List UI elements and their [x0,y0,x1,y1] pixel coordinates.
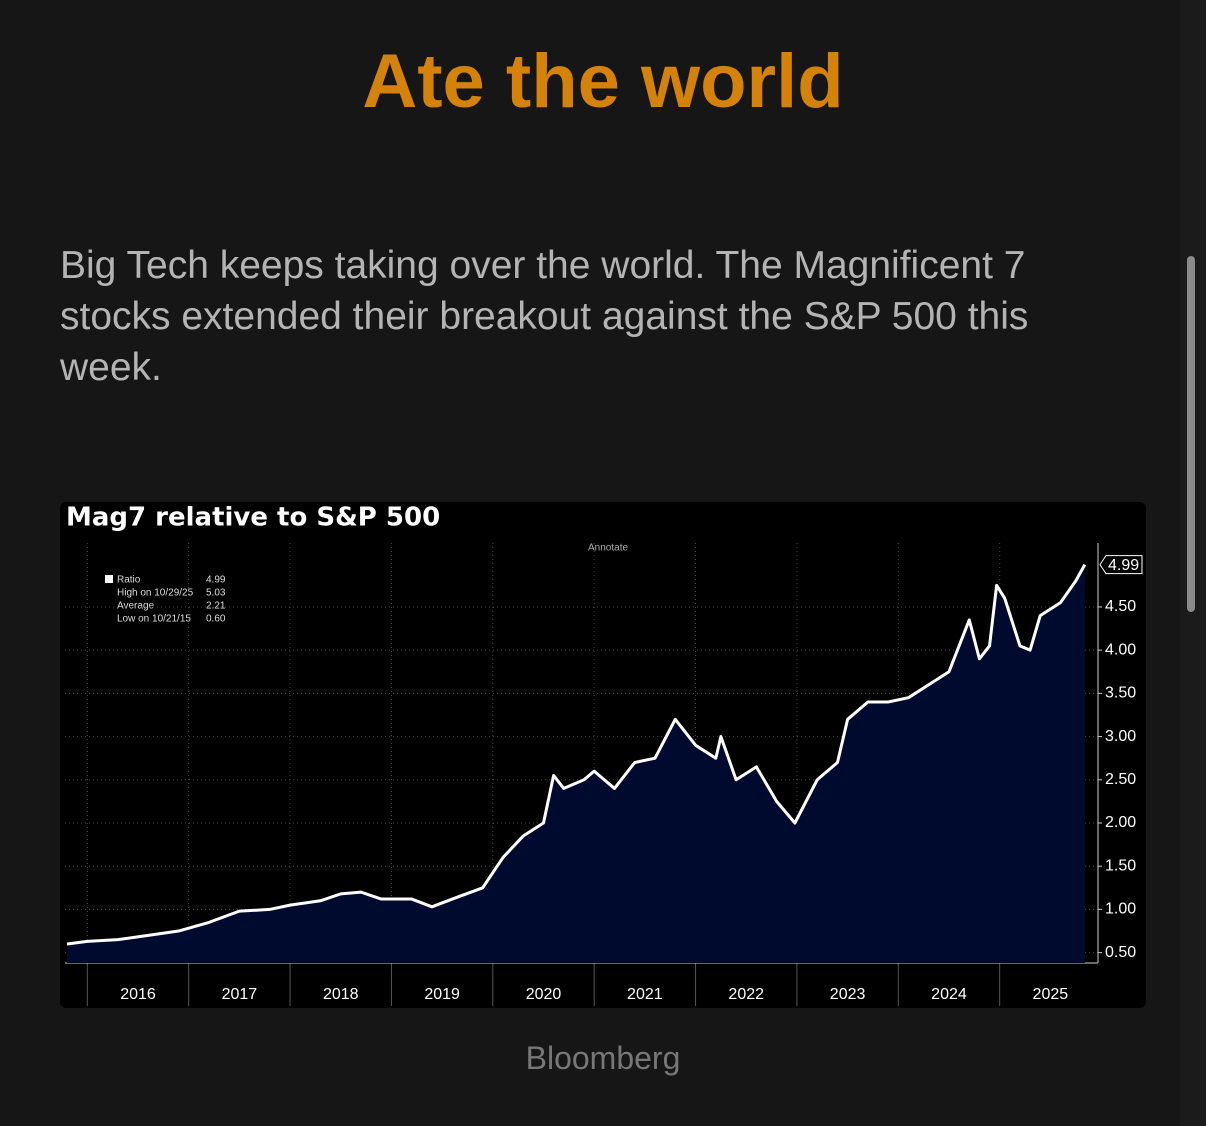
legend-value: 0.60 [206,614,226,625]
y-tick-label: 4.50 [1105,598,1136,615]
y-tick-label: 4.00 [1105,641,1136,658]
legend-label: Low on 10/21/15 [117,614,191,625]
y-tick-label: 3.00 [1105,728,1136,745]
x-tick-label: 2020 [526,986,562,1003]
value-label-box [1099,555,1143,575]
source: Bloomberg [525,1040,681,1076]
legend-label: Ratio [117,575,141,586]
scrollbar[interactable] [1187,256,1195,612]
y-tick-label: 2.00 [1105,814,1136,831]
annotate[interactable]: Annotate [588,543,628,554]
y-tick-label: 3.50 [1105,685,1136,702]
x-tick-label: 2025 [1033,986,1069,1003]
legend-label: High on 10/29/25 [117,588,194,599]
y-tick-label: 1.00 [1105,901,1136,918]
area [67,564,1085,963]
y-tick-label: 2.50 [1105,771,1136,788]
x-tick-label: 2024 [931,986,967,1003]
y-tick-label: 1.50 [1105,857,1136,874]
chart-title: Mag7 relative to S&P 500 [66,503,440,533]
legend-value: 4.99 [206,575,226,586]
headline: Ate the world [362,39,844,124]
paragraph: Big Tech keeps taking over the world. Th… [60,244,1029,389]
legend-label: Average [117,601,155,612]
legend-value: 5.03 [206,588,226,599]
line [66,563,1087,946]
y-tick-label: 0.50 [1105,944,1136,961]
x-tick-label: 2017 [222,986,258,1003]
x-tick-label: 2018 [323,986,359,1003]
legend-value: 2.21 [206,601,226,612]
x-tick-label: 2016 [120,986,156,1003]
value-label: 4.99 [1108,557,1139,574]
x-tick-label: 2022 [728,986,764,1003]
legend-swatch [105,575,113,583]
x-tick-label: 2023 [830,986,866,1003]
x-tick-label: 2019 [424,986,460,1003]
chart: Mag7 relative to S&P 500 Annotate Ratio 4… [60,502,1146,1008]
x-tick-label: 2021 [627,986,663,1003]
